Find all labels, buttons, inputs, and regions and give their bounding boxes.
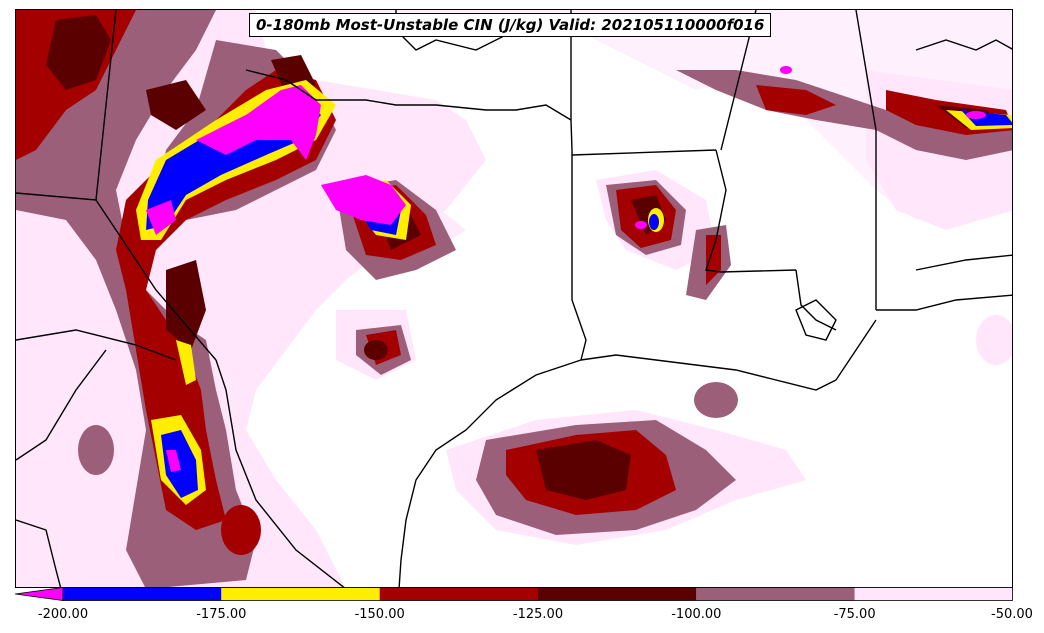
colorbar-segment	[379, 587, 538, 601]
map-title: 0-180mb Most-Unstable CIN (J/kg) Valid: …	[249, 13, 772, 37]
colorbar-segment	[63, 587, 222, 601]
colorbar-tick-label: -100.00	[671, 607, 722, 622]
colorbar-under-triangle	[15, 587, 64, 601]
colorbar	[15, 587, 1013, 601]
colorbar-tick-label: -75.00	[833, 607, 876, 622]
colorbar-segment	[221, 587, 380, 601]
cin-dark-red-layer	[46, 15, 1006, 500]
colorbar-segment	[696, 587, 855, 601]
colorbar-segment	[538, 587, 697, 601]
cin-magenta-layer	[146, 66, 986, 472]
colorbar-tick-label: -200.00	[37, 607, 89, 622]
colorbar-segment	[854, 587, 1013, 601]
colorbar-tick-label: -150.00	[354, 607, 405, 622]
map-panel	[15, 9, 1013, 588]
colorbar-outline	[62, 587, 1013, 601]
colorbar-tick-label: -125.00	[512, 607, 564, 622]
state-boundaries	[16, 10, 1012, 587]
colorbar-tick-label: -175.00	[196, 607, 247, 622]
colorbar-tick-label: -50.00	[991, 607, 1033, 622]
cin-map	[16, 10, 1012, 587]
